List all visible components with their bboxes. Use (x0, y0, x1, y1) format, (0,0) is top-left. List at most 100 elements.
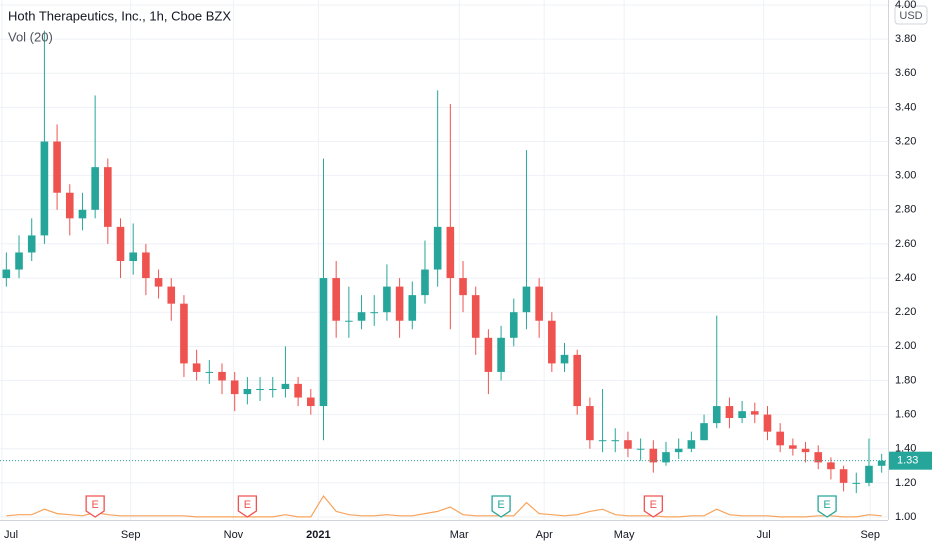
candle-body (509, 312, 518, 338)
candle-body (421, 269, 429, 296)
candle-body (306, 397, 315, 407)
volume-line (6, 494, 882, 518)
candle-body (674, 448, 683, 453)
candle-body (243, 389, 252, 395)
x-tick-label: 2021 (306, 529, 330, 541)
candle-body (27, 235, 36, 253)
y-tick-label: 2.80 (895, 204, 916, 216)
candle-body (865, 465, 873, 483)
earnings-label[interactable]: E (650, 499, 657, 511)
x-tick-label: Sep (121, 529, 141, 541)
candle-body (687, 440, 696, 449)
candle-body (763, 414, 772, 432)
candle-body (167, 286, 176, 304)
earnings-marker (85, 495, 105, 518)
candle-body (598, 440, 607, 442)
candle-body (712, 406, 721, 424)
candle-body (180, 303, 188, 364)
candle-body (548, 320, 556, 364)
candle-body (814, 452, 823, 463)
candle-body (345, 320, 353, 322)
candle-body (142, 252, 150, 279)
x-tick-label: Apr (536, 529, 553, 541)
candle-body (319, 278, 328, 407)
earnings-marker (643, 495, 663, 518)
y-tick-label: 1.40 (895, 443, 916, 455)
y-tick-label: 2.40 (895, 272, 916, 284)
candle-body (560, 354, 569, 364)
candle-body (332, 278, 340, 321)
candle-body (78, 209, 87, 219)
candle-body (65, 192, 74, 219)
candle-body (129, 252, 138, 261)
x-tick-label: Jul (757, 529, 771, 541)
candle-body (839, 469, 848, 483)
y-tick-label: 1.20 (895, 477, 916, 489)
candle-body (725, 406, 734, 419)
candle-body (662, 452, 670, 463)
y-tick-label: 2.00 (895, 340, 916, 352)
chart-title: Hoth Therapeutics, Inc., 1h, Cboe BZX (8, 8, 231, 23)
candle-body (471, 295, 480, 338)
candle-body (395, 286, 404, 321)
earnings-marker (491, 495, 511, 518)
y-tick-label: 4.00 (895, 0, 916, 11)
currency-badge[interactable] (894, 5, 928, 25)
y-tick-label: 2.60 (895, 238, 916, 250)
x-tick-label: May (614, 529, 635, 541)
candle-body (154, 278, 163, 287)
candle-body (256, 389, 264, 390)
candle-body (611, 440, 620, 442)
candle-body (573, 354, 582, 407)
candle-body (827, 462, 835, 470)
candle-body (750, 411, 759, 415)
candle-body (535, 286, 543, 321)
last-price-label: 1.33 (897, 455, 918, 467)
candle-body (192, 363, 201, 372)
y-tick-label: 2.20 (895, 306, 916, 318)
candle-body (40, 141, 49, 236)
y-tick-label: 1.60 (895, 409, 916, 421)
candle-body (877, 460, 886, 466)
earnings-label[interactable]: E (244, 499, 251, 511)
y-tick-label: 3.60 (895, 67, 916, 79)
candle-body (281, 383, 290, 389)
candle-body (636, 448, 645, 450)
earnings-marker (237, 495, 258, 518)
candle-body (91, 167, 99, 210)
y-tick-label: 3.00 (895, 170, 916, 182)
x-tick-label: Nov (224, 529, 244, 541)
y-tick-label: 3.20 (895, 135, 916, 147)
candle-body (53, 141, 61, 193)
candle-body (789, 445, 797, 449)
y-tick-label: 3.80 (895, 33, 916, 45)
earnings-label[interactable]: E (823, 499, 830, 511)
candle-body (383, 286, 391, 313)
earnings-label[interactable]: E (91, 499, 98, 511)
candle-body (497, 337, 505, 372)
earnings-marker (817, 495, 837, 518)
candle-body (586, 406, 594, 441)
candle-body (738, 411, 746, 419)
candle-body (205, 371, 214, 373)
candle-body (268, 389, 277, 390)
candle-body (776, 431, 784, 446)
x-tick-label: Mar (450, 529, 469, 541)
candle-body (230, 380, 239, 395)
candle-body (294, 383, 302, 398)
candle-body (522, 286, 531, 313)
earnings-label[interactable]: E (497, 499, 504, 511)
candle-body (484, 337, 493, 372)
candle-body (370, 312, 379, 314)
last-price-box (889, 451, 932, 470)
candle-body (801, 448, 810, 453)
candle-body (104, 167, 112, 227)
candle-body (852, 482, 861, 484)
y-tick-label: 3.40 (895, 101, 916, 113)
candle-body (2, 269, 11, 279)
candle-body (700, 423, 708, 441)
currency-label[interactable]: USD (899, 10, 922, 22)
x-tick-label: Jul (4, 529, 18, 541)
